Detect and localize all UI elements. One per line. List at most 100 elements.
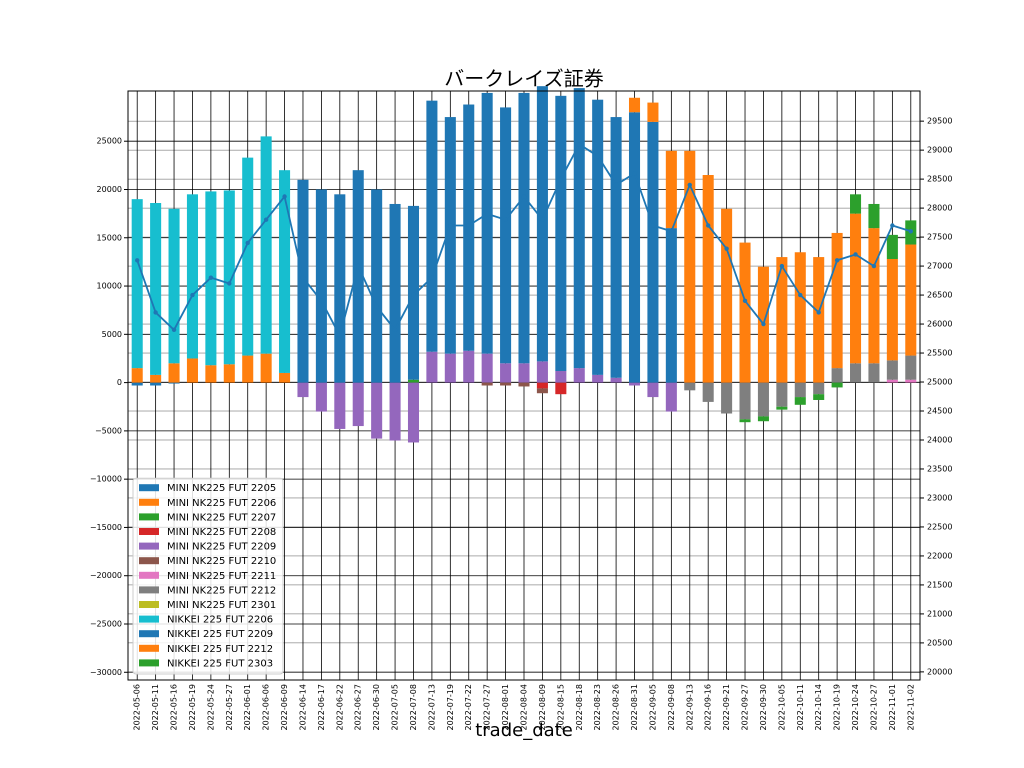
x-tick-label: 2022-05-24 bbox=[206, 684, 215, 731]
y2-tick-label: 25000 bbox=[927, 378, 952, 387]
legend-swatch bbox=[139, 601, 159, 608]
price-point bbox=[300, 275, 306, 280]
x-tick-label: 2022-07-22 bbox=[464, 684, 473, 731]
legend-label: MINI NK225 FUT 2208 bbox=[167, 527, 276, 538]
bar-segment bbox=[168, 382, 180, 384]
bar-segment bbox=[555, 95, 567, 372]
legend-swatch bbox=[139, 542, 159, 550]
x-tick-label: 2022-07-13 bbox=[427, 684, 436, 731]
x-tick-label: 2022-09-27 bbox=[741, 684, 750, 731]
bar-segment bbox=[131, 199, 143, 369]
y-tick-label: −15000 bbox=[90, 523, 122, 532]
price-point bbox=[798, 292, 803, 298]
bar-segment bbox=[813, 394, 825, 400]
price-point bbox=[521, 194, 527, 199]
y-tick-label: −25000 bbox=[90, 619, 122, 628]
legend-box bbox=[132, 477, 284, 675]
legend-label: MINI NK225 FUT 2210 bbox=[167, 556, 276, 567]
y-tick-label: 25000 bbox=[97, 137, 122, 146]
bar-segment bbox=[536, 361, 548, 383]
bar-segment bbox=[794, 252, 806, 383]
x-tick-label: 2022-08-23 bbox=[593, 684, 602, 731]
price-point bbox=[135, 258, 140, 263]
price-point bbox=[227, 281, 232, 286]
x-tick-label: 2022-09-16 bbox=[704, 684, 713, 731]
x-tick-label: 2022-06-30 bbox=[372, 684, 381, 731]
price-point bbox=[890, 223, 895, 228]
y2-tick-label: 27500 bbox=[927, 233, 952, 242]
price-point bbox=[503, 217, 508, 222]
y2-tick-label: 25500 bbox=[927, 349, 952, 358]
price-point bbox=[613, 182, 619, 188]
price-point bbox=[742, 298, 748, 304]
x-tick-label: 2022-06-06 bbox=[262, 684, 271, 731]
x-tick-label: 2022-05-11 bbox=[151, 684, 160, 731]
x-tick-label: 2022-09-30 bbox=[759, 684, 768, 731]
price-point bbox=[484, 211, 490, 217]
legend-label: MINI NK225 FUT 2209 bbox=[167, 542, 276, 553]
price-point bbox=[816, 310, 821, 315]
y2-tick-label: 27000 bbox=[927, 262, 952, 271]
bar-segment bbox=[518, 382, 530, 387]
y2-tick-label: 21500 bbox=[927, 580, 952, 589]
bar-segment bbox=[186, 358, 198, 383]
y-tick-label: 5000 bbox=[102, 330, 122, 339]
bar-segment bbox=[850, 213, 862, 364]
y2-tick-label: 22000 bbox=[927, 551, 952, 560]
price-point bbox=[153, 310, 158, 315]
x-tick-label: 2022-05-06 bbox=[133, 684, 142, 731]
bar-segment bbox=[371, 189, 383, 383]
x-tick-label: 2022-08-31 bbox=[630, 684, 639, 731]
bar-segment bbox=[518, 363, 530, 383]
price-point bbox=[853, 252, 858, 257]
price-point bbox=[595, 153, 600, 159]
price-point bbox=[282, 194, 287, 199]
bar-segment bbox=[776, 382, 788, 407]
y-tick-label: −20000 bbox=[90, 571, 122, 580]
bar-segment bbox=[131, 382, 143, 386]
bar-segment bbox=[407, 382, 420, 443]
bar-segment bbox=[831, 232, 843, 369]
price-point bbox=[908, 229, 913, 234]
price-point bbox=[871, 263, 877, 269]
bar-segment bbox=[739, 242, 751, 383]
bar-segment bbox=[850, 363, 862, 383]
bar-segment bbox=[647, 121, 659, 383]
y2-tick-label: 28000 bbox=[927, 204, 952, 213]
x-tick-label: 2022-10-11 bbox=[796, 684, 805, 731]
bar-segment bbox=[536, 382, 548, 389]
legend-swatch bbox=[139, 484, 159, 492]
y2-tick-label: 29000 bbox=[927, 146, 952, 155]
y2-tick-label: 21000 bbox=[927, 609, 952, 618]
bar-segment bbox=[665, 382, 677, 412]
bar-segment bbox=[371, 382, 383, 439]
bar-segment bbox=[555, 371, 567, 383]
x-tick-label: 2022-08-26 bbox=[612, 684, 621, 731]
legend-swatch bbox=[139, 528, 159, 535]
legend-swatch bbox=[139, 615, 159, 623]
y2-tick-label: 20500 bbox=[927, 638, 952, 647]
bar-segment bbox=[610, 117, 622, 378]
legend-swatch bbox=[139, 513, 159, 521]
price-point bbox=[190, 292, 195, 298]
bar-segment bbox=[426, 100, 438, 352]
bar-segment bbox=[886, 379, 898, 383]
bar-segment bbox=[500, 363, 512, 383]
bar-segment bbox=[592, 374, 604, 383]
bar-segment bbox=[886, 259, 898, 361]
bar-segment bbox=[407, 205, 420, 380]
legend-swatch bbox=[139, 498, 159, 506]
price-point bbox=[577, 142, 582, 147]
legend-swatch bbox=[139, 630, 159, 638]
bar-segment bbox=[665, 228, 677, 383]
y-tick-label: 10000 bbox=[97, 282, 122, 291]
x-tick-label: 2022-08-01 bbox=[501, 684, 510, 731]
bar-segment bbox=[242, 157, 254, 356]
bar-segment bbox=[573, 368, 585, 383]
bar-segment bbox=[868, 363, 880, 383]
y-tick-label: 15000 bbox=[97, 233, 122, 242]
bar-segment bbox=[444, 353, 456, 383]
bar-segment bbox=[831, 382, 843, 388]
bar-segment bbox=[555, 382, 567, 395]
y-tick-label: 0 bbox=[117, 378, 122, 387]
